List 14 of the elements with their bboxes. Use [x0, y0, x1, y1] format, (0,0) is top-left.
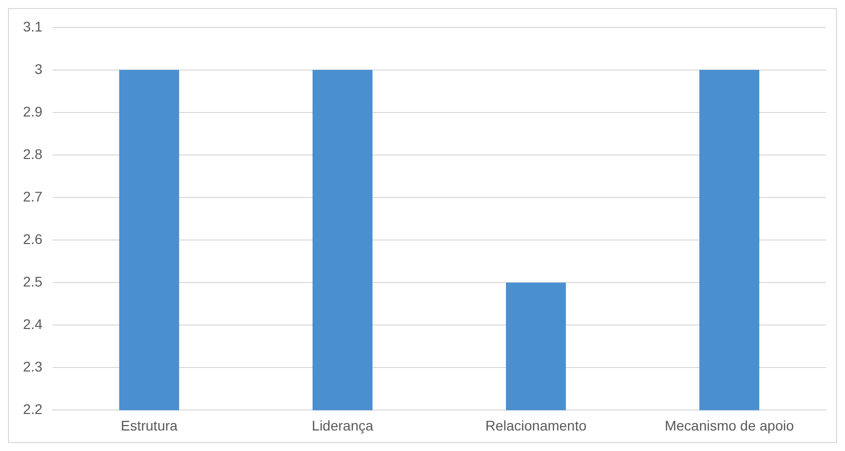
y-tick-label: 2.4 [22, 316, 43, 332]
y-tick-label: 2.7 [22, 188, 43, 204]
x-tick-label: Mecanismo de apoio [664, 417, 794, 434]
x-tick-label: Estrutura [120, 417, 178, 434]
y-tick-label: 3.1 [22, 18, 43, 34]
y-tick-label: 2.9 [22, 103, 43, 120]
y-tick-label: 2.3 [22, 358, 43, 375]
y-tick-label: 2.5 [22, 273, 43, 290]
y-tick-label: 2.2 [22, 401, 43, 418]
y-tick-label: 2.6 [22, 230, 43, 247]
x-tick-label: Relacionamento [485, 417, 587, 434]
y-tick-label: 2.8 [22, 146, 43, 162]
x-tick-label: Liderança [312, 417, 374, 434]
y-tick-label: 3 [34, 60, 43, 77]
